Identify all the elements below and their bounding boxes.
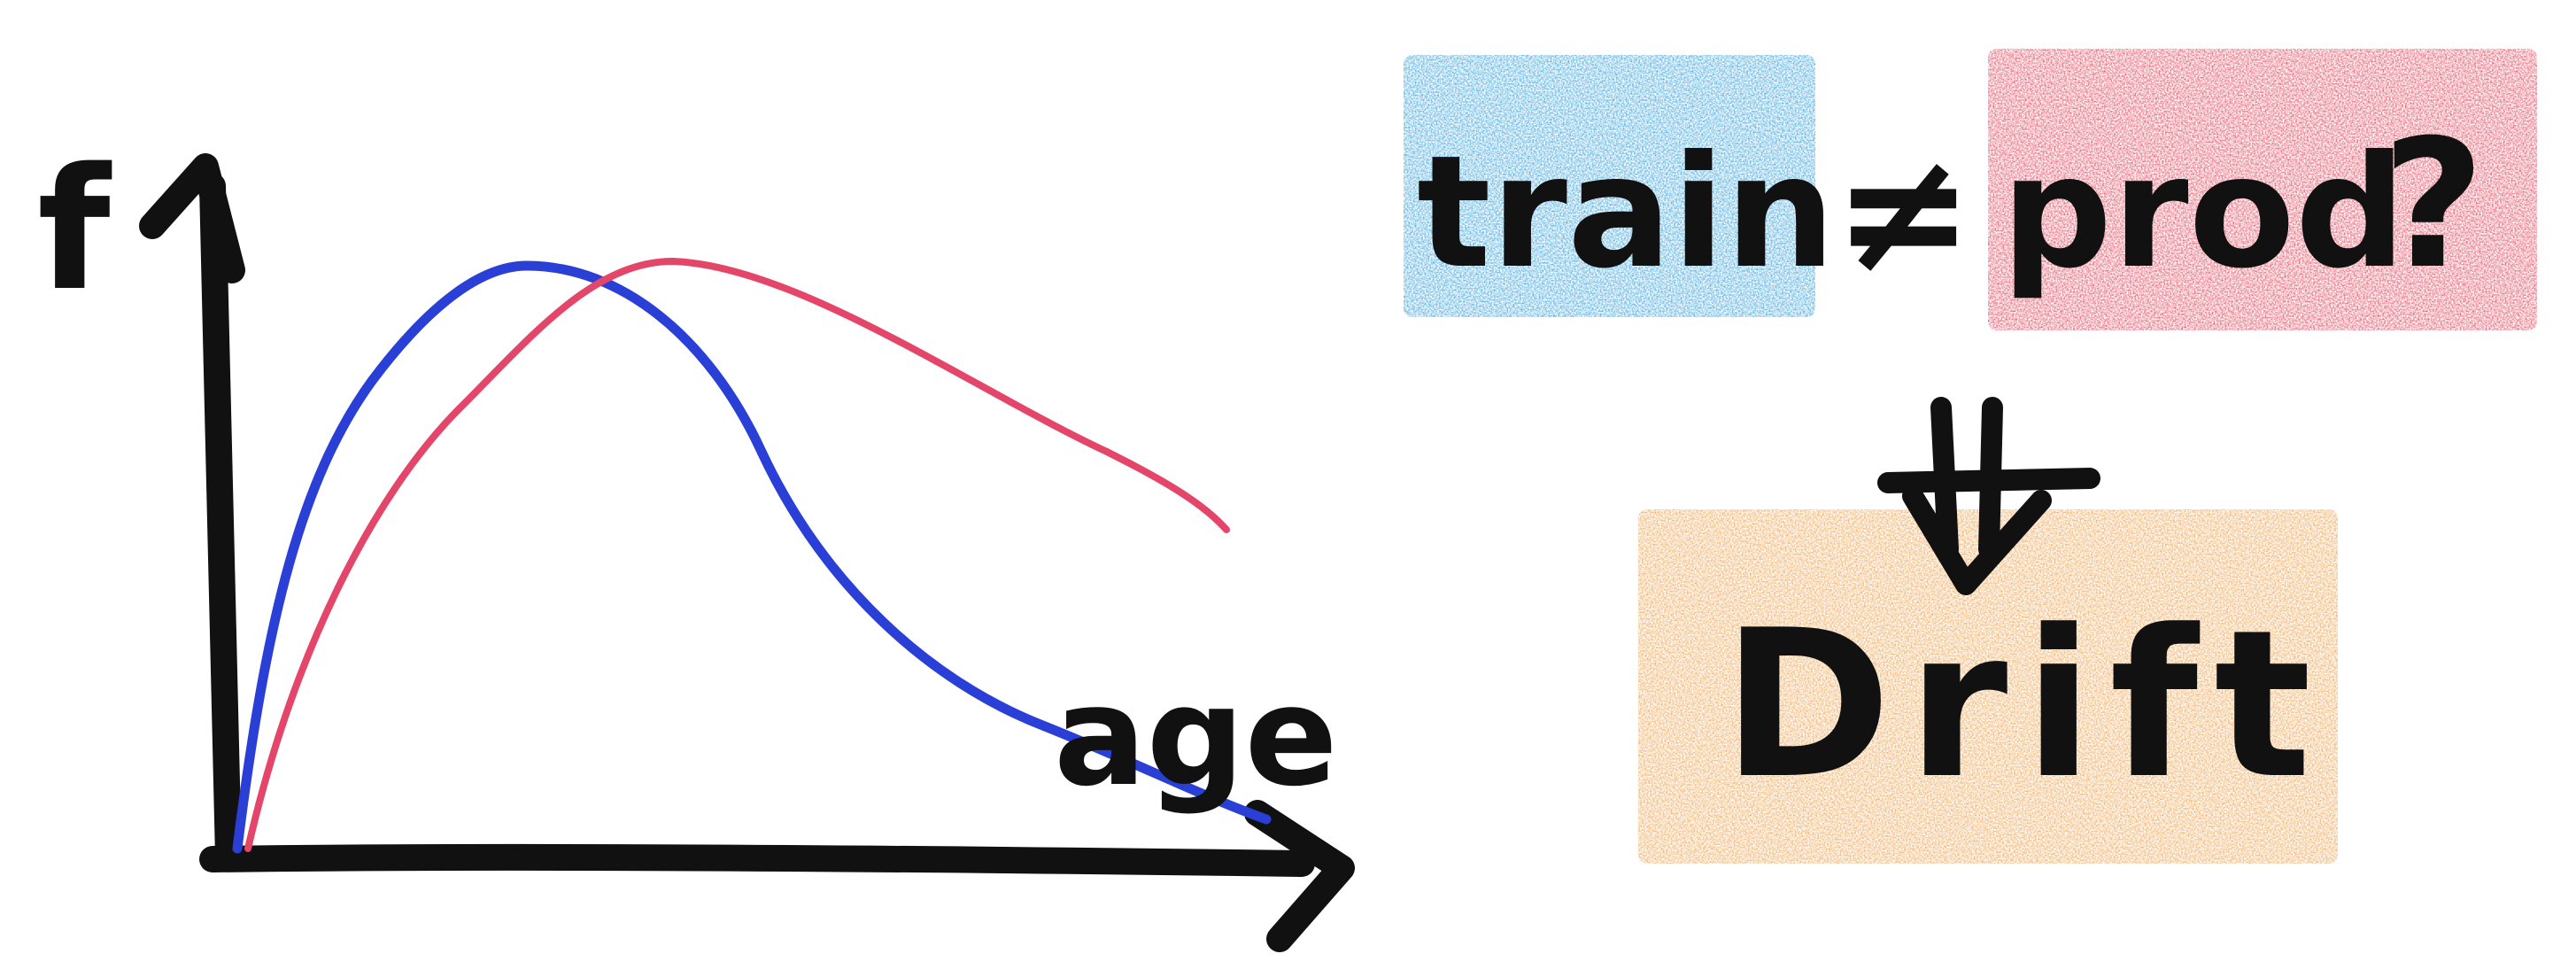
y-axis-label: f (37, 132, 112, 328)
x-axis (199, 843, 1315, 877)
drift-highlight (1638, 509, 2338, 864)
prod-label: prod (2001, 123, 2406, 303)
y-axis (199, 173, 242, 871)
train-label: train (1417, 123, 1836, 303)
prod-highlight (1988, 49, 2537, 330)
drift-flow: train ≠ prod ? Drift (1404, 49, 2537, 864)
x-axis-arrowhead (1244, 800, 1355, 952)
x-axis-label: age (1054, 656, 1338, 817)
train-highlight (1404, 55, 1815, 317)
drift-label: Drift (1722, 587, 2327, 824)
distribution-graph: f age (37, 132, 1355, 952)
down-arrow-icon (1877, 397, 2100, 595)
prod-distribution-curve (244, 257, 1230, 852)
y-axis-arrowhead (139, 153, 245, 283)
question-mark: ? (2382, 102, 2485, 308)
train-distribution-curve (232, 260, 1272, 854)
not-equal-sign: ≠ (1833, 114, 1974, 310)
